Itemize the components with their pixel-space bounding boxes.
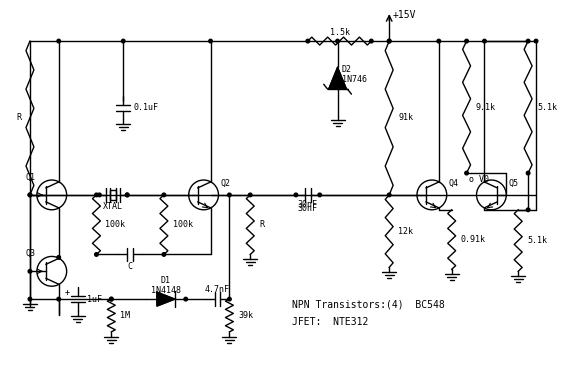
Text: 9.1k: 9.1k bbox=[476, 103, 496, 112]
Circle shape bbox=[465, 39, 468, 43]
Text: Q2: Q2 bbox=[220, 178, 231, 188]
Circle shape bbox=[28, 193, 32, 197]
Text: 39k: 39k bbox=[238, 311, 253, 320]
Text: 100k: 100k bbox=[173, 220, 193, 229]
Text: 0.1uF: 0.1uF bbox=[133, 103, 158, 112]
Text: +: + bbox=[65, 288, 70, 297]
Text: 12k: 12k bbox=[398, 227, 413, 236]
Circle shape bbox=[121, 39, 125, 43]
Circle shape bbox=[162, 253, 166, 256]
Text: Q5: Q5 bbox=[508, 178, 518, 188]
Text: R: R bbox=[16, 114, 21, 123]
Text: Q4: Q4 bbox=[449, 178, 459, 188]
Polygon shape bbox=[329, 68, 346, 89]
Circle shape bbox=[294, 193, 298, 197]
Circle shape bbox=[336, 39, 340, 43]
Circle shape bbox=[306, 39, 310, 43]
Text: NPN Transistors:(4)  BC548: NPN Transistors:(4) BC548 bbox=[292, 299, 445, 309]
Bar bbox=[110, 190, 116, 200]
Circle shape bbox=[437, 39, 441, 43]
Circle shape bbox=[388, 39, 391, 43]
Circle shape bbox=[388, 39, 391, 43]
Circle shape bbox=[57, 297, 60, 301]
Text: o V0: o V0 bbox=[468, 174, 489, 184]
Text: 1uF: 1uF bbox=[88, 295, 102, 304]
Text: 5.1k: 5.1k bbox=[537, 103, 557, 112]
Circle shape bbox=[527, 208, 530, 212]
Text: 1.5k: 1.5k bbox=[329, 28, 350, 36]
Circle shape bbox=[228, 193, 231, 197]
Circle shape bbox=[28, 193, 32, 197]
Text: XTAL: XTAL bbox=[103, 202, 123, 211]
Text: 5.1k: 5.1k bbox=[527, 236, 547, 245]
Circle shape bbox=[370, 39, 373, 43]
Circle shape bbox=[208, 39, 212, 43]
Polygon shape bbox=[157, 292, 175, 306]
Circle shape bbox=[527, 171, 530, 175]
Circle shape bbox=[95, 193, 98, 197]
Text: 30nF: 30nF bbox=[298, 200, 318, 210]
Circle shape bbox=[110, 297, 113, 301]
Circle shape bbox=[228, 297, 231, 301]
Circle shape bbox=[125, 193, 129, 197]
Text: +15V: +15V bbox=[392, 10, 416, 20]
Circle shape bbox=[162, 193, 166, 197]
Circle shape bbox=[318, 193, 321, 197]
Circle shape bbox=[125, 193, 129, 197]
Text: 100k: 100k bbox=[105, 220, 125, 229]
Circle shape bbox=[28, 297, 32, 301]
Circle shape bbox=[95, 253, 98, 256]
Circle shape bbox=[184, 297, 188, 301]
Text: R: R bbox=[259, 220, 264, 229]
Circle shape bbox=[527, 39, 530, 43]
Circle shape bbox=[57, 39, 60, 43]
Text: D2
1N746: D2 1N746 bbox=[342, 65, 367, 84]
Circle shape bbox=[28, 269, 32, 273]
Circle shape bbox=[57, 255, 60, 259]
Circle shape bbox=[534, 39, 538, 43]
Text: D1
1N4148: D1 1N4148 bbox=[151, 276, 181, 295]
Text: 30nF: 30nF bbox=[298, 204, 318, 213]
Circle shape bbox=[388, 193, 391, 197]
Text: 1M: 1M bbox=[120, 311, 131, 320]
Text: C: C bbox=[128, 262, 133, 271]
Circle shape bbox=[249, 193, 252, 197]
Text: Q3: Q3 bbox=[26, 249, 36, 258]
Text: Q1: Q1 bbox=[26, 173, 36, 181]
Text: 91k: 91k bbox=[398, 114, 413, 123]
Circle shape bbox=[465, 171, 468, 175]
Text: 0.91k: 0.91k bbox=[460, 235, 486, 244]
Circle shape bbox=[483, 39, 486, 43]
Circle shape bbox=[110, 297, 113, 301]
Text: JFET:  NTE312: JFET: NTE312 bbox=[292, 317, 368, 327]
Text: 4.7nF: 4.7nF bbox=[205, 285, 230, 294]
Circle shape bbox=[98, 193, 101, 197]
